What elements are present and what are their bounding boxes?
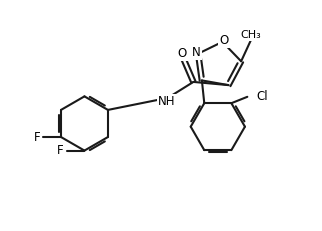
Text: NH: NH xyxy=(157,95,175,108)
Text: Cl: Cl xyxy=(256,90,268,103)
Text: O: O xyxy=(178,47,187,60)
Text: O: O xyxy=(219,34,229,47)
Text: F: F xyxy=(34,131,40,143)
Text: CH₃: CH₃ xyxy=(240,30,261,40)
Text: N: N xyxy=(192,46,201,59)
Text: F: F xyxy=(57,144,64,157)
